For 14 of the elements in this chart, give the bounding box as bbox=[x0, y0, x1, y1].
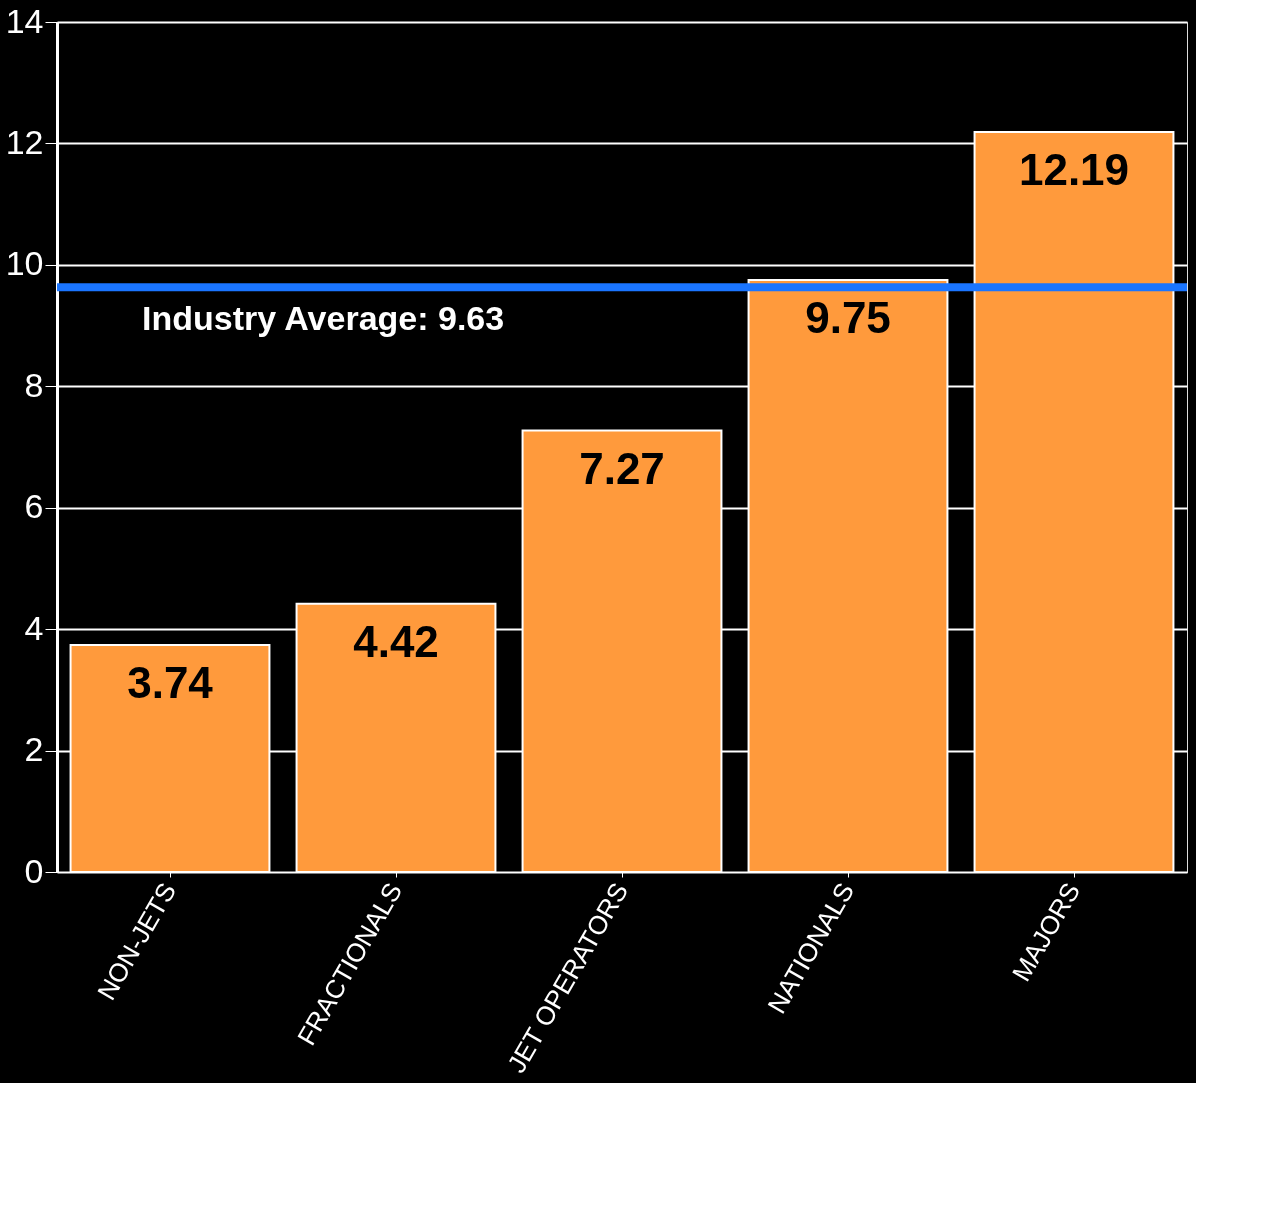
y-tick-label: 14 bbox=[5, 1, 44, 40]
y-tick-label: 4 bbox=[24, 608, 44, 647]
data-label: 9.75 bbox=[805, 293, 891, 343]
data-label: 12.19 bbox=[1018, 144, 1130, 194]
data-label: 4.42 bbox=[353, 616, 439, 666]
y-tick-label: 6 bbox=[24, 487, 44, 526]
data-label: 7.27 bbox=[579, 443, 665, 493]
data-label: 3.74 bbox=[127, 657, 214, 707]
ref-line-label: Industry Average: 9.63 bbox=[142, 299, 505, 338]
y-tick-label: 10 bbox=[5, 244, 44, 283]
y-tick-label: 2 bbox=[24, 730, 44, 769]
y-tick-label: 12 bbox=[5, 122, 44, 161]
y-tick-label: 0 bbox=[24, 851, 44, 890]
y-tick-label: 8 bbox=[24, 365, 44, 404]
